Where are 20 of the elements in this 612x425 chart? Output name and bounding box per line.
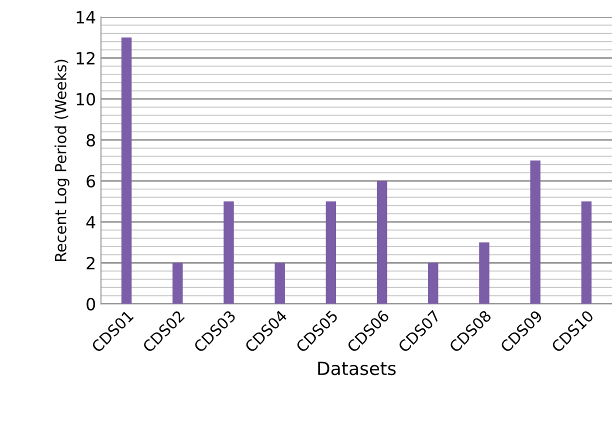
y-tick-label: 14 [76, 11, 96, 24]
y-tick-label: 6 [86, 174, 96, 188]
bar [530, 160, 540, 304]
y-tick-label: 10 [76, 92, 96, 106]
y-tick-label: 8 [86, 134, 95, 147]
bar [376, 180, 388, 304]
bar [428, 262, 438, 304]
y-axis-title: Recent Log Period (Weeks) [54, 60, 70, 261]
y-tick-label: 4 [86, 216, 96, 228]
bar [274, 262, 285, 304]
bar [224, 201, 234, 304]
y-tick-label: 12 [76, 52, 94, 64]
bar [326, 201, 336, 304]
bar [172, 262, 183, 304]
bar [479, 242, 490, 304]
bar [121, 37, 132, 304]
x-axis-title: Datasets [318, 362, 396, 376]
bar [581, 201, 592, 304]
y-tick-label: 2 [86, 256, 94, 270]
y-tick-label: 0 [86, 298, 96, 310]
